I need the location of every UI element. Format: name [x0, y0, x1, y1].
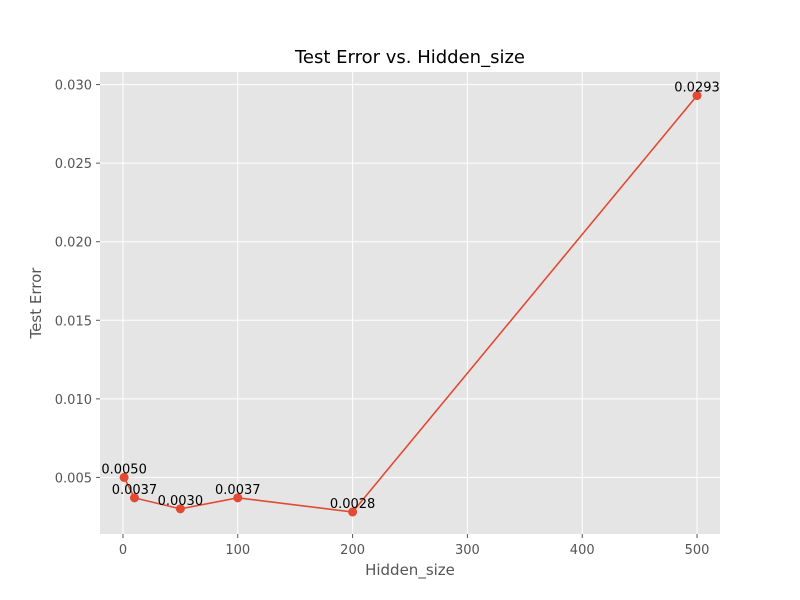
y-tick-label: 0.030 — [55, 79, 92, 94]
data-point — [692, 91, 702, 101]
x-tick-label: 500 — [685, 543, 710, 558]
data-point — [233, 493, 243, 503]
x-tick-label: 300 — [455, 543, 480, 558]
x-tick-label: 200 — [340, 543, 365, 558]
series-group — [119, 91, 702, 517]
y-tick-label: 0.020 — [55, 236, 92, 251]
data-point — [119, 472, 129, 482]
grid — [100, 72, 720, 534]
data-label: 0.0037 — [215, 483, 261, 498]
x-axis-label: Hidden_size — [365, 561, 455, 580]
chart-title: Test Error vs. Hidden_size — [294, 47, 525, 68]
x-tick-label: 0 — [119, 543, 127, 558]
data-label: 0.0028 — [330, 497, 376, 512]
data-point — [175, 504, 185, 514]
data-point — [129, 493, 139, 503]
x-tick-label: 400 — [570, 543, 595, 558]
x-axis-ticks: 0 100 200 300 400 500 — [119, 534, 710, 558]
y-axis-ticks: 0.005 0.010 0.015 0.020 0.025 0.030 — [55, 79, 100, 486]
y-tick-label: 0.010 — [55, 393, 92, 408]
data-point — [348, 507, 358, 517]
y-tick-label: 0.025 — [55, 157, 92, 172]
y-tick-label: 0.015 — [55, 314, 92, 329]
data-label: 0.0050 — [101, 462, 147, 477]
y-axis-label: Test Error — [27, 267, 45, 340]
data-label: 0.0293 — [674, 81, 720, 96]
data-label: 0.0030 — [158, 494, 204, 509]
plot-area — [100, 72, 720, 534]
y-tick-label: 0.005 — [55, 471, 92, 486]
x-tick-label: 100 — [225, 543, 250, 558]
data-label: 0.0037 — [112, 483, 158, 498]
